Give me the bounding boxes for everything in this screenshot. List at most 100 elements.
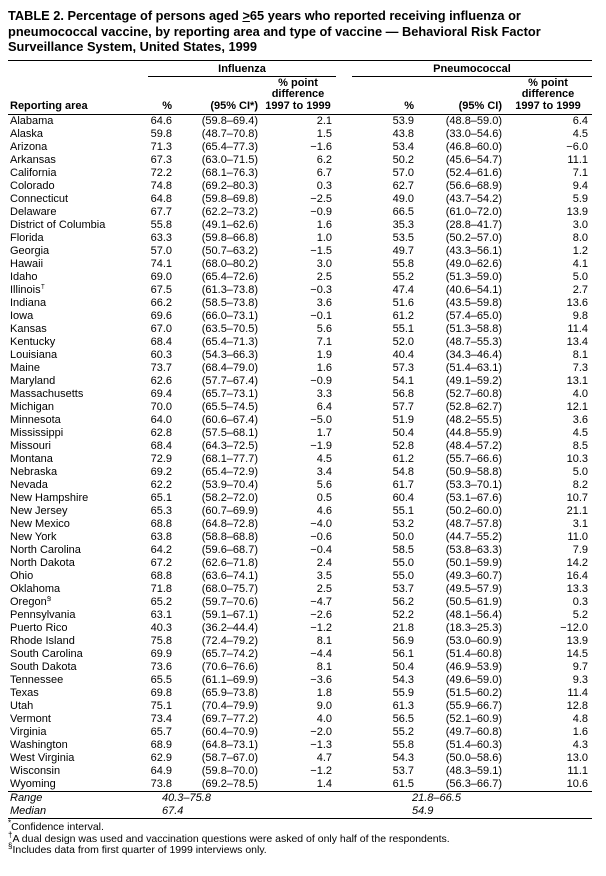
influenza-diff-cell: 2.1 — [316, 115, 332, 127]
influenza-diff-cell: 1.6 — [316, 362, 332, 374]
pneumococcal-pct-cell: 53.7 — [392, 583, 414, 595]
influenza-ci-cell: (68.4–79.0) — [201, 362, 258, 374]
influenza-ci-cell: (59.7–70.6) — [201, 596, 258, 608]
pneumococcal-pct-cell: 58.5 — [392, 544, 414, 556]
footnote-text: Includes data from first quarter of 1999… — [12, 844, 267, 857]
pneumococcal-diff-cell: 11.4 — [567, 687, 588, 699]
influenza-pct-cell: 57.0 — [150, 245, 172, 257]
pneumococcal-ci-cell: (53.0–60.9) — [445, 635, 502, 647]
influenza-ci-cell: (61.1–69.9) — [201, 674, 258, 686]
pneumococcal-diff-cell: 4.0 — [572, 388, 588, 400]
pneumococcal-pct-cell: 52.0 — [392, 336, 414, 348]
pneumococcal-diff-cell: 8.5 — [572, 440, 588, 452]
influenza-diff-cell: 6.2 — [316, 154, 332, 166]
influenza-diff-cell: −0.9 — [310, 206, 332, 218]
pneumococcal-ci-cell: (50.1–59.9) — [445, 557, 502, 569]
reporting-area-cell: District of Columbia — [10, 219, 106, 231]
influenza-ci-cell: (65.4–72.9) — [201, 466, 258, 478]
influenza-pct-cell: 67.3 — [150, 154, 172, 166]
table-row: Wyoming 73.8 (69.2–78.5) 1.4 61.5 (56.3–… — [8, 778, 592, 792]
pneumococcal-pct-cell: 35.3 — [392, 219, 414, 231]
influenza-ci-cell: (70.4–79.9) — [201, 700, 258, 712]
pneumococcal-ci-cell: (49.0–62.6) — [445, 258, 502, 270]
pneumococcal-ci-cell: (51.5–60.2) — [445, 687, 502, 699]
pneumococcal-ci-cell: (49.3–60.7) — [445, 570, 502, 582]
table-row: South Carolina 69.9 (65.7–74.2) −4.4 56.… — [8, 648, 592, 661]
column-gap — [336, 687, 352, 700]
reporting-area-cell: New Mexico — [10, 518, 70, 530]
influenza-pct-cell: 69.8 — [150, 687, 172, 699]
column-gap — [336, 180, 352, 193]
pneumococcal-pct-cell: 55.8 — [392, 739, 414, 751]
pneumococcal-pct-cell: 61.5 — [392, 778, 414, 790]
column-gap — [336, 232, 352, 245]
pneumococcal-ci-cell: (50.2–57.0) — [445, 232, 502, 244]
influenza-ci-cell: (69.2–78.5) — [201, 778, 258, 790]
table-row: Mississippi 62.8 (57.5–68.1) 1.7 50.4 (4… — [8, 427, 592, 440]
pneumococcal-ci-cell: (48.4–57.2) — [445, 440, 502, 452]
empty-cell — [260, 805, 336, 819]
influenza-diff-cell: −1.3 — [310, 739, 332, 751]
influenza-pct-cell: 67.7 — [150, 206, 172, 218]
column-gap — [336, 193, 352, 206]
table-row: South Dakota 73.6 (70.6–76.6) 8.1 50.4 (… — [8, 661, 592, 674]
table-row: Idaho 69.0 (65.4–72.6) 2.5 55.2 (51.3–59… — [8, 271, 592, 284]
footnote-marker: § — [8, 841, 13, 851]
table-row: North Carolina 64.2 (59.6–68.7) −0.4 58.… — [8, 544, 592, 557]
influenza-ci-cell: (70.6–76.6) — [201, 661, 258, 673]
pneumococcal-diff-cell: 13.0 — [566, 752, 588, 764]
reporting-area-cell: Pennsylvania — [10, 609, 76, 621]
pneumococcal-pct-cell: 56.5 — [392, 713, 414, 725]
column-gap — [336, 219, 352, 232]
pneumococcal-diff-cell: 5.9 — [572, 193, 588, 205]
influenza-pct-cell: 62.6 — [150, 375, 172, 387]
influenza-diff-cell: 1.9 — [316, 349, 332, 361]
table-row: Wisconsin 64.9 (59.8–70.0) −1.2 53.7 (48… — [8, 765, 592, 778]
pneumococcal-diff-cell: 7.1 — [572, 167, 588, 179]
influenza-ci-cell: (59.8–66.8) — [201, 232, 258, 244]
influenza-pct-cell: 69.6 — [150, 310, 172, 322]
reporting-area-cell: West Virginia — [10, 752, 75, 764]
table-row: Iowa 69.6 (66.0–73.1) −0.1 61.2 (57.4–65… — [8, 310, 592, 323]
table-row: North Dakota 67.2 (62.6–71.8) 2.4 55.0 (… — [8, 557, 592, 570]
influenza-pct-cell: 68.9 — [150, 739, 172, 751]
influenza-diff-cell: 5.6 — [316, 479, 332, 491]
column-gap — [336, 167, 352, 180]
pneumococcal-pct-cell: 55.0 — [392, 570, 414, 582]
influenza-pct-cell: 59.8 — [150, 128, 172, 140]
pneumococcal-pct-cell: 61.7 — [392, 479, 414, 491]
table-row: Arkansas 67.3 (63.0–71.5) 6.2 50.2 (45.6… — [8, 154, 592, 167]
pneumococcal-ci-cell: (53.1–67.6) — [445, 492, 502, 504]
pneumococcal-pct-header: % — [352, 76, 416, 115]
table-row: Kentucky 68.4 (65.4–71.3) 7.1 52.0 (48.7… — [8, 336, 592, 349]
reporting-area-cell: North Carolina — [10, 544, 81, 556]
pneumococcal-ci-cell: (43.3–56.1) — [445, 245, 502, 257]
reporting-area-cell: Montana — [10, 453, 53, 465]
footnotes: *Confidence interval. †A dual design was… — [8, 818, 596, 857]
pneumococcal-diff-cell: 4.3 — [572, 739, 588, 751]
influenza-diff-cell: 2.5 — [316, 271, 332, 283]
reporting-area-cell: Utah — [10, 700, 34, 712]
influenza-diff-cell: 9.0 — [316, 700, 332, 712]
influenza-ci-cell: (53.9–70.4) — [201, 479, 258, 491]
footnote-marker: * — [8, 818, 12, 828]
pneumococcal-diff-cell: 13.9 — [566, 635, 588, 647]
table-row: Arizona 71.3 (65.4–77.3) −1.6 53.4 (46.8… — [8, 141, 592, 154]
column-gap — [336, 141, 352, 154]
footnote-text: Confidence interval. — [11, 821, 104, 833]
table-row: Washington 68.9 (64.8–73.1) −1.3 55.8 (5… — [8, 739, 592, 752]
pneumococcal-diff-cell: 7.3 — [572, 362, 588, 374]
pneumococcal-diff-cell: 2.7 — [572, 284, 588, 296]
pneumococcal-diff-cell: 0.3 — [572, 596, 588, 608]
influenza-diff-cell: −4.7 — [310, 596, 332, 608]
pneumococcal-ci-cell: (46.9–53.9) — [445, 661, 502, 673]
pneumococcal-diff-cell: 10.7 — [566, 492, 588, 504]
influenza-ci-cell: (57.7–67.4) — [201, 375, 258, 387]
column-gap — [336, 700, 352, 713]
column-gap — [336, 297, 352, 310]
pneumococcal-pct-cell: 55.1 — [392, 505, 414, 517]
influenza-pct-cell: 70.0 — [150, 401, 172, 413]
influenza-diff-cell: −3.6 — [310, 674, 332, 686]
reporting-area-cell: Puerto Rico — [10, 622, 68, 634]
influenza-pct-cell: 72.2 — [150, 167, 172, 179]
